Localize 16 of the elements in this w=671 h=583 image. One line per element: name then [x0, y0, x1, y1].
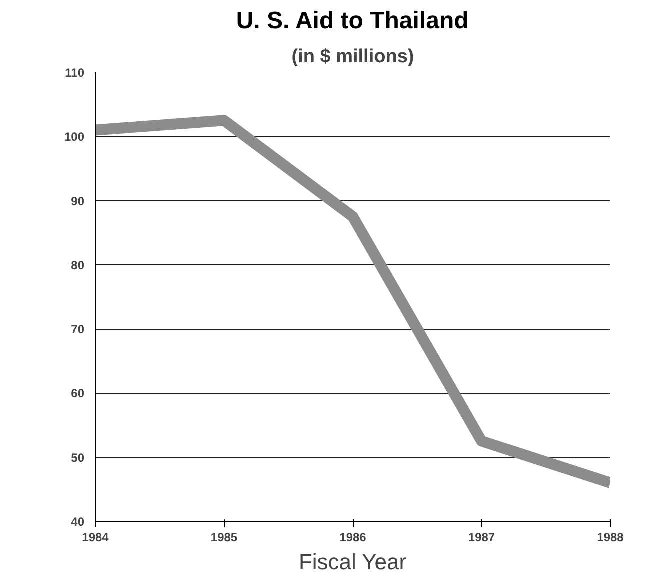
- x-tick-label: 1986: [340, 530, 367, 544]
- x-tick-label: 1984: [82, 530, 110, 544]
- chart-title: U. S. Aid to Thailand: [236, 8, 469, 34]
- y-tick-label: 100: [64, 130, 85, 144]
- y-tick-label: 80: [71, 258, 85, 272]
- x-tick-label: 1985: [210, 530, 238, 544]
- y-tick-label: 70: [71, 322, 85, 337]
- y-tick-label: 40: [71, 515, 85, 529]
- y-tick-label: 50: [71, 450, 85, 465]
- y-tick-label: 60: [71, 386, 85, 401]
- chart-subtitle: (in $ millions): [292, 46, 414, 68]
- x-tick-label: 1987: [468, 530, 496, 544]
- y-tick-label: 110: [65, 66, 85, 80]
- y-tick-label: 90: [71, 194, 85, 208]
- x-axis-title: Fiscal Year: [298, 550, 407, 574]
- x-tick-label: 1988: [597, 530, 624, 544]
